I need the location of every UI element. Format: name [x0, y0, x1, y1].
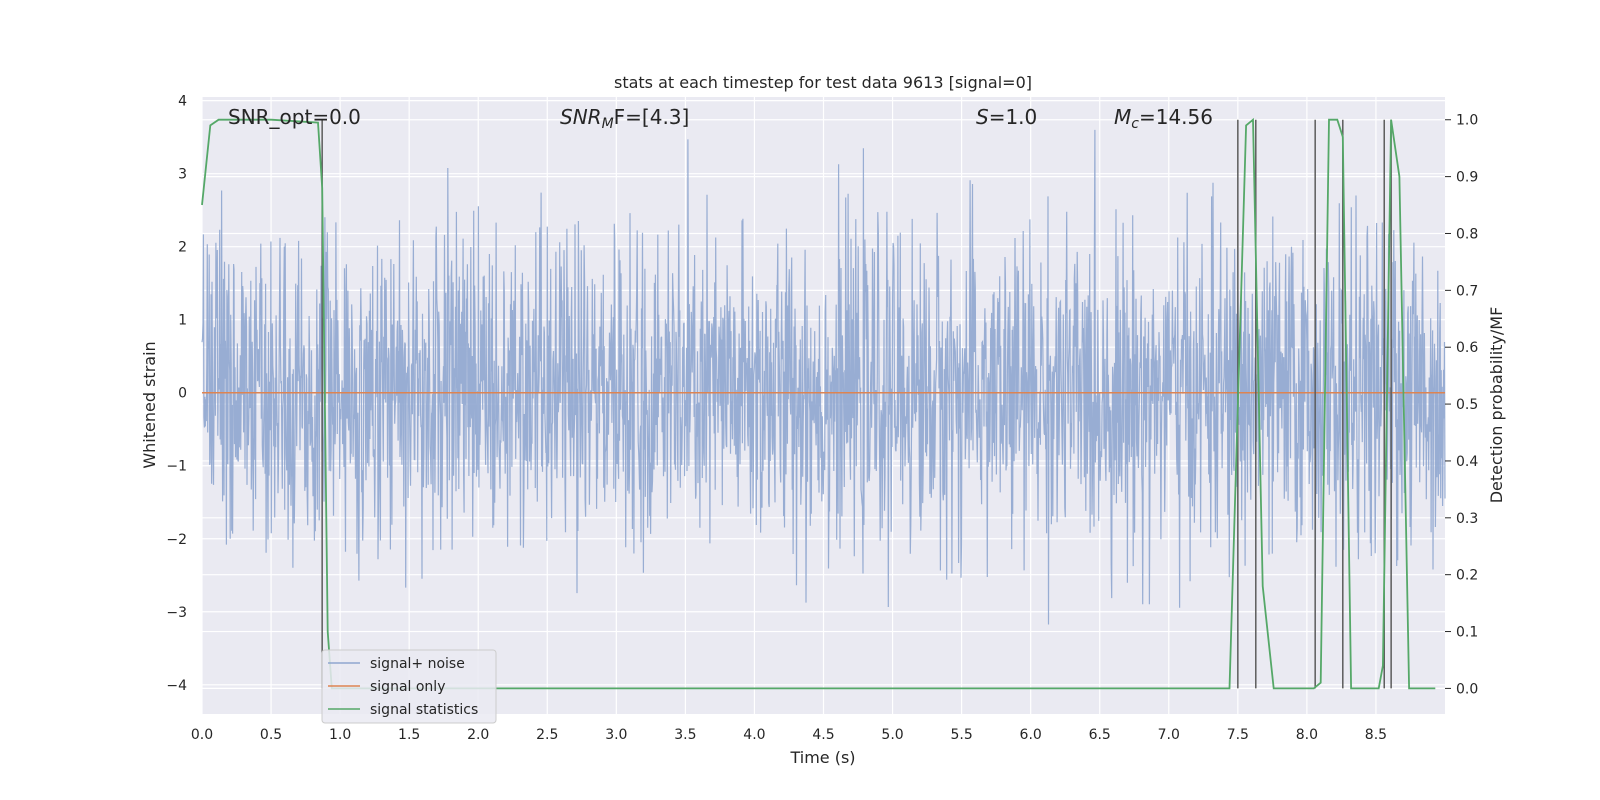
annotation-snr-opt: SNR_opt=0.0 [228, 105, 361, 129]
x-tick-label: 1.0 [329, 727, 351, 743]
x-tick-label: 4.0 [743, 727, 765, 743]
y-tick-label: 3 [178, 167, 187, 183]
legend: signal+ noise signal only signal statist… [322, 650, 496, 723]
x-tick-label: 2.5 [536, 727, 558, 743]
y-tick-label: 2 [178, 240, 187, 256]
y-tick-labels: 4 3 2 1 0 −1 −2 −3 −4 [166, 94, 187, 694]
x-tick-label: 6.5 [1089, 727, 1111, 743]
y-right-tick-label: 0.1 [1456, 625, 1478, 641]
x-tick-label: 3.5 [674, 727, 696, 743]
x-tick-label: 8.0 [1296, 727, 1318, 743]
legend-label-noise: signal+ noise [370, 656, 465, 672]
x-tick-label: 7.5 [1227, 727, 1249, 743]
y-right-tick-label: 0.5 [1456, 397, 1478, 413]
annotation-snr-mf: SNRMF=[4.3] [560, 105, 689, 132]
x-tick-label: 5.0 [881, 727, 903, 743]
y-right-tick-label: 0.6 [1456, 340, 1478, 356]
y-right-tick-label: 0.7 [1456, 283, 1478, 299]
chart-title: stats at each timestep for test data 961… [614, 73, 1032, 92]
annotation-mc: Mc=14.56 [1114, 105, 1213, 132]
y-axis-label: Whitened strain [140, 341, 159, 468]
legend-label-signal-only: signal only [370, 679, 445, 695]
y-right-tick-label: 1.0 [1456, 113, 1478, 129]
x-tick-label: 0.5 [260, 727, 282, 743]
y-right-tick-label: 0.8 [1456, 226, 1478, 242]
legend-label-statistics: signal statistics [370, 702, 478, 718]
y-tick-label: −4 [166, 678, 187, 694]
x-tick-label: 2.0 [467, 727, 489, 743]
x-tick-labels: 0.0 0.5 1.0 1.5 2.0 2.5 3.0 3.5 4.0 4.5 5.0 5.5 6.0 6… [191, 727, 1387, 743]
x-tick-label: 0.0 [191, 727, 213, 743]
x-tick-label: 6.0 [1020, 727, 1042, 743]
x-tick-label: 7.0 [1158, 727, 1180, 743]
y-right-tick-label: 0.3 [1456, 511, 1478, 527]
x-tick-label: 8.5 [1365, 727, 1387, 743]
y-tick-label: −1 [166, 459, 187, 475]
y-right-tick-label: 0.9 [1456, 170, 1478, 186]
y-tick-label: 4 [178, 94, 187, 110]
x-tick-label: 5.5 [950, 727, 972, 743]
y-tick-label: −2 [166, 532, 187, 548]
y-tick-label: 0 [178, 386, 187, 402]
y-right-tick-labels: 1.0 0.9 0.8 0.7 0.6 0.5 0.4 0.3 0.2 0.1 0.0 [1445, 113, 1478, 698]
y-right-tick-label: 0.0 [1456, 681, 1478, 697]
annotation-s: S=1.0 [976, 105, 1037, 129]
y-tick-label: −3 [166, 605, 187, 621]
x-tick-label: 3.0 [605, 727, 627, 743]
x-tick-label: 4.5 [812, 727, 834, 743]
x-tick-label: 1.5 [398, 727, 420, 743]
y-right-tick-label: 0.4 [1456, 454, 1478, 470]
y-right-tick-label: 0.2 [1456, 568, 1478, 584]
x-axis-label: Time (s) [789, 748, 855, 767]
chart-figure: 0.0 0.5 1.0 1.5 2.0 2.5 3.0 3.5 4.0 4.5 5.0 5.5 6.0 6… [0, 0, 1600, 800]
y-right-axis-label: Detection probability/MF [1487, 307, 1506, 504]
y-tick-label: 1 [178, 313, 187, 329]
